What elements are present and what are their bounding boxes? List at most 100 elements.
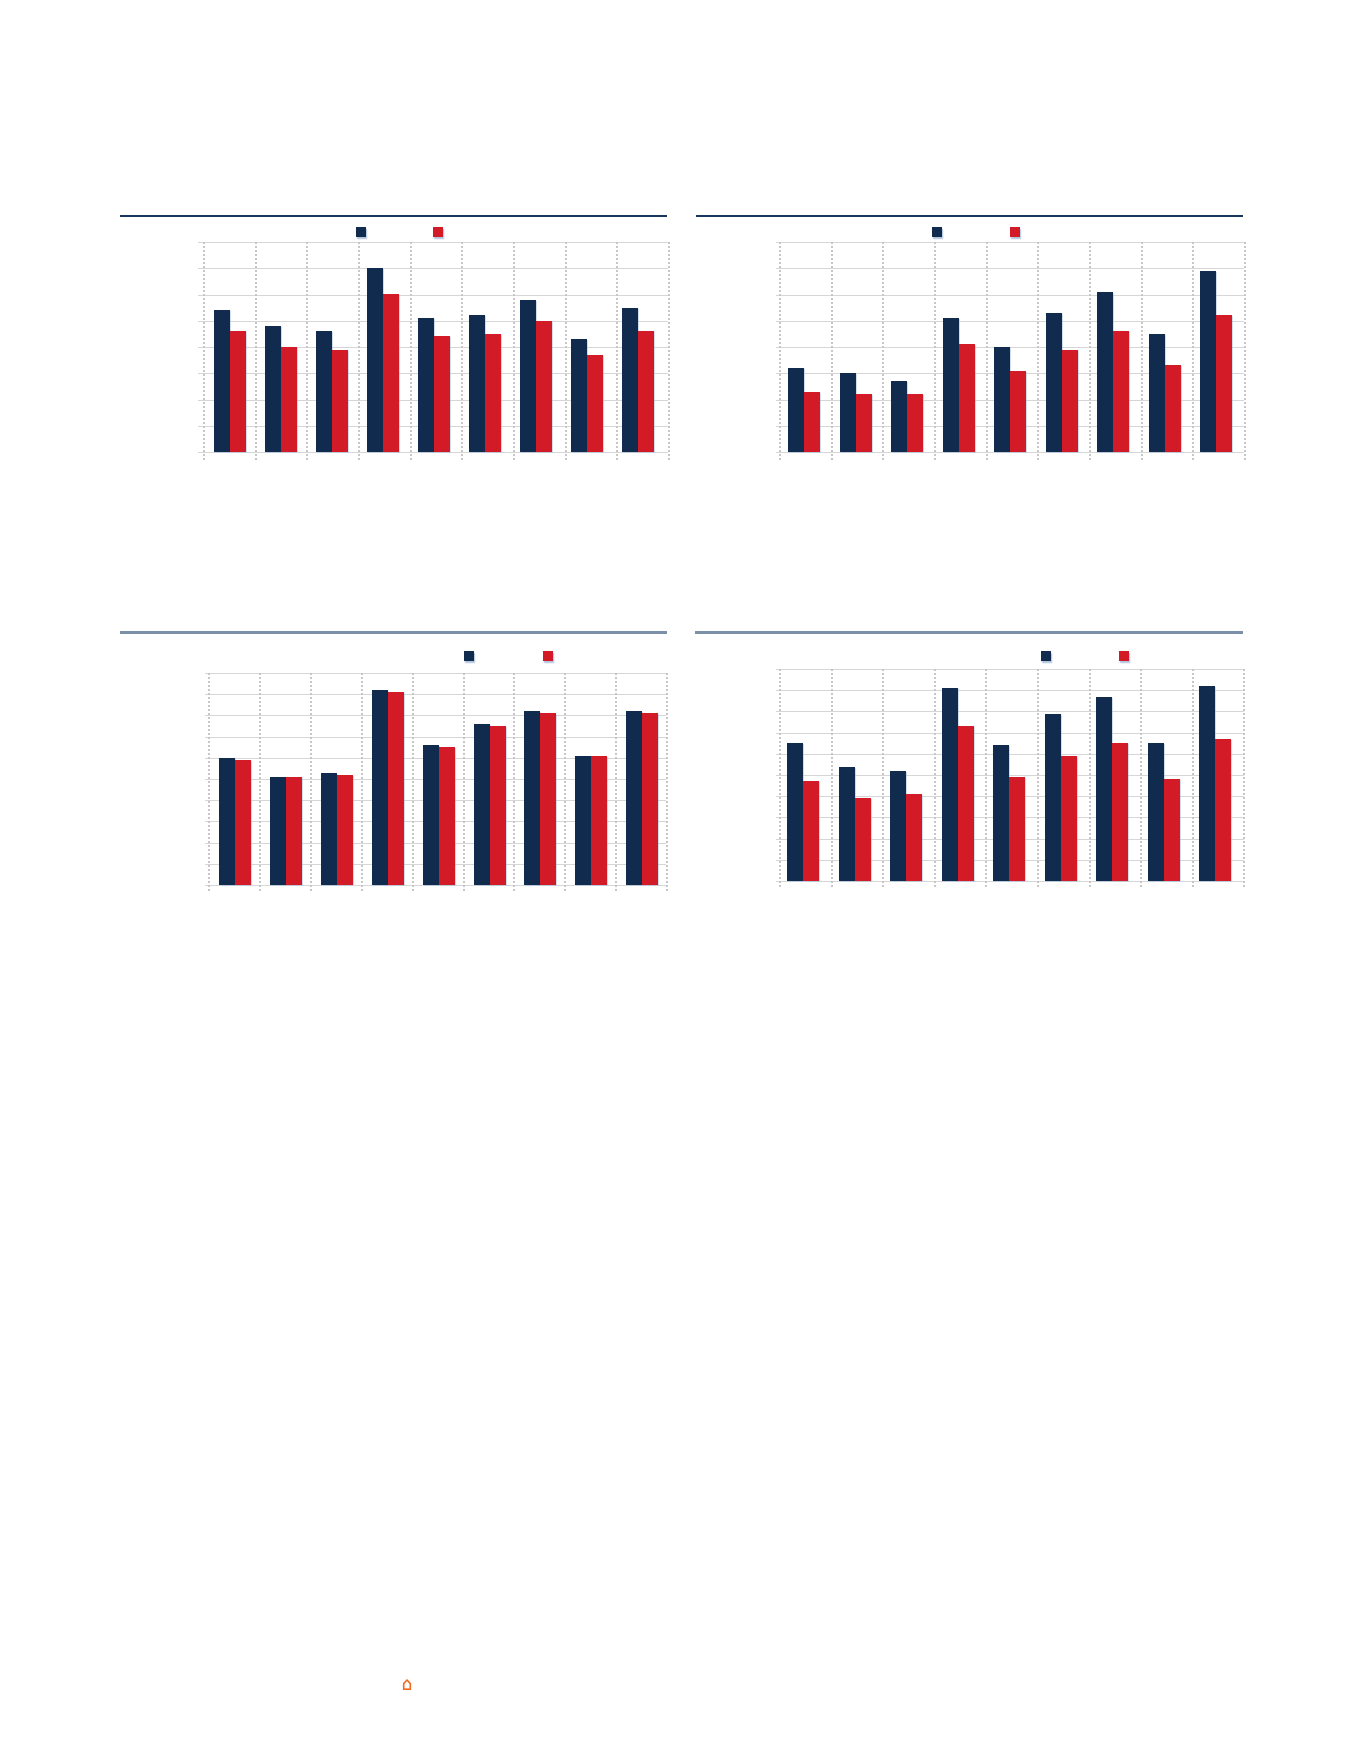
gridline-horizontal bbox=[205, 779, 666, 780]
gridline-horizontal bbox=[776, 711, 1244, 712]
bar-series2-group3 bbox=[906, 794, 922, 881]
bar-series2-group6 bbox=[1061, 756, 1077, 881]
bar-series1-group1 bbox=[788, 368, 804, 452]
bar-series1-group3 bbox=[891, 381, 907, 452]
gridline-vertical bbox=[1037, 669, 1039, 889]
bar-series2-group6 bbox=[1062, 350, 1078, 452]
gridline-horizontal bbox=[776, 839, 1244, 840]
bar-series1-group5 bbox=[993, 745, 1009, 881]
bar-series2-group3 bbox=[332, 350, 348, 452]
gridline-horizontal bbox=[776, 400, 1244, 401]
bar-series1-group6 bbox=[474, 724, 490, 885]
gridline-horizontal bbox=[205, 758, 666, 759]
gridline-horizontal bbox=[205, 843, 666, 844]
bar-series1-group9 bbox=[622, 308, 638, 452]
gridline-horizontal bbox=[776, 242, 1244, 243]
gridline-vertical bbox=[564, 673, 566, 893]
bar-series2-group4 bbox=[383, 294, 399, 452]
bar-series1-group1 bbox=[787, 743, 803, 881]
plot-area bbox=[198, 242, 670, 460]
legend-marker-series1 bbox=[464, 651, 474, 661]
bar-series1-group6 bbox=[469, 315, 485, 452]
gridline-horizontal bbox=[776, 817, 1244, 818]
bar-series2-group3 bbox=[907, 394, 923, 452]
bar-series1-group8 bbox=[571, 339, 587, 452]
legend-marker-series2 bbox=[1119, 651, 1129, 661]
gridline-vertical bbox=[461, 242, 463, 460]
gridline-horizontal bbox=[776, 321, 1244, 322]
bar-series2-group1 bbox=[230, 331, 246, 452]
gridline-vertical bbox=[666, 673, 668, 893]
bar-series1-group5 bbox=[418, 318, 434, 452]
bar-series1-group9 bbox=[1199, 686, 1215, 881]
gridline-horizontal bbox=[205, 800, 666, 801]
gridline-horizontal bbox=[776, 860, 1244, 861]
gridline-horizontal bbox=[776, 268, 1244, 269]
bar-series1-group8 bbox=[575, 756, 591, 885]
bar-series2-group3 bbox=[337, 775, 353, 885]
bar-series1-group7 bbox=[1096, 697, 1112, 881]
gridline-vertical bbox=[208, 673, 210, 893]
gridline-vertical bbox=[259, 673, 261, 893]
bar-series1-group9 bbox=[626, 711, 642, 885]
gridline-horizontal bbox=[198, 373, 668, 374]
bar-series1-group4 bbox=[367, 268, 383, 452]
bar-series1-group7 bbox=[520, 300, 536, 452]
gridline-horizontal bbox=[198, 347, 668, 348]
gridline-vertical bbox=[463, 673, 465, 893]
gridline-vertical bbox=[882, 242, 884, 460]
bar-series2-group2 bbox=[281, 347, 297, 452]
gridline-vertical bbox=[1192, 242, 1194, 460]
bar-series1-group1 bbox=[219, 758, 235, 885]
bar-series1-group3 bbox=[321, 773, 337, 885]
plot-area bbox=[205, 673, 668, 893]
bar-series2-group6 bbox=[485, 334, 501, 452]
bar-series2-group8 bbox=[1165, 365, 1181, 452]
bar-series2-group2 bbox=[856, 394, 872, 452]
gridline-vertical bbox=[1243, 669, 1245, 889]
bar-series2-group4 bbox=[958, 726, 974, 881]
home-icon[interactable] bbox=[402, 1677, 412, 1690]
bar-series1-group1 bbox=[214, 310, 230, 452]
bar-series2-group5 bbox=[434, 336, 450, 452]
chart-title-rule bbox=[696, 215, 1243, 217]
gridline-vertical bbox=[779, 669, 781, 889]
gridline-vertical bbox=[203, 242, 205, 460]
bar-series1-group2 bbox=[839, 767, 855, 881]
gridline-horizontal bbox=[205, 885, 666, 886]
gridline-horizontal bbox=[776, 754, 1244, 755]
gridline-vertical bbox=[831, 242, 833, 460]
bar-series2-group8 bbox=[591, 756, 607, 885]
gridline-vertical bbox=[986, 242, 988, 460]
chart-title-rule bbox=[695, 631, 1243, 634]
bar-series2-group1 bbox=[803, 781, 819, 881]
bar-series2-group2 bbox=[855, 798, 871, 881]
legend-marker-series2 bbox=[543, 651, 553, 661]
gridline-vertical bbox=[985, 669, 987, 889]
legend-marker-series1 bbox=[932, 227, 942, 237]
gridline-vertical bbox=[1089, 242, 1091, 460]
bar-series2-group2 bbox=[286, 777, 302, 885]
gridline-vertical bbox=[255, 242, 257, 460]
bar-series1-group4 bbox=[943, 318, 959, 452]
bar-series2-group5 bbox=[1009, 777, 1025, 881]
gridline-vertical bbox=[306, 242, 308, 460]
gridline-vertical bbox=[565, 242, 567, 460]
gridline-vertical bbox=[934, 242, 936, 460]
gridline-vertical bbox=[1140, 669, 1142, 889]
gridline-vertical bbox=[831, 669, 833, 889]
bar-series1-group3 bbox=[890, 771, 906, 881]
gridline-vertical bbox=[412, 673, 414, 893]
bar-series1-group5 bbox=[994, 347, 1010, 452]
gridline-horizontal bbox=[205, 694, 666, 695]
gridline-horizontal bbox=[198, 426, 668, 427]
legend-marker-series1 bbox=[1041, 651, 1051, 661]
gridline-horizontal bbox=[198, 452, 668, 453]
gridline-vertical bbox=[1244, 242, 1246, 460]
gridline-vertical bbox=[779, 242, 781, 460]
bar-series1-group6 bbox=[1046, 313, 1062, 452]
bar-series2-group9 bbox=[1216, 315, 1232, 452]
